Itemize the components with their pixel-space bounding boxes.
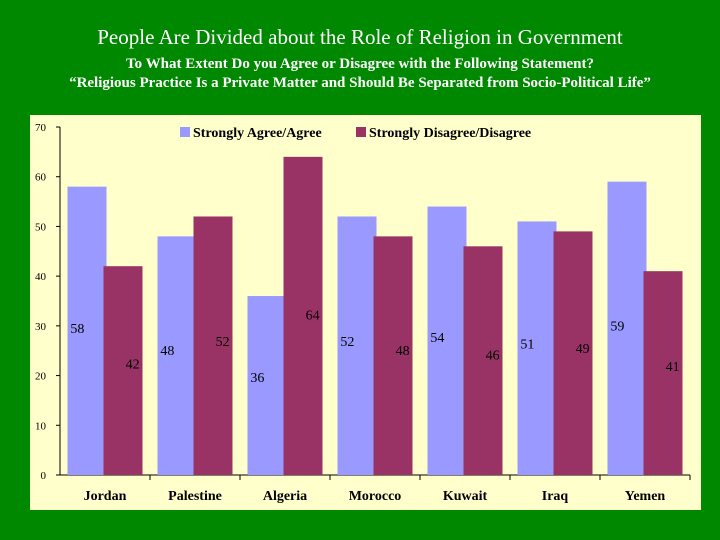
- y-tick-label: 70: [35, 122, 47, 134]
- y-tick-label: 50: [35, 221, 47, 233]
- x-category-label: Palestine: [168, 489, 222, 504]
- bar-agree-morocco: [337, 216, 377, 475]
- slide-title: People Are Divided about the Role of Rel…: [97, 25, 623, 49]
- data-label: 64: [306, 308, 320, 323]
- y-tick-label: 10: [35, 420, 47, 432]
- data-label: 59: [610, 320, 624, 335]
- legend-label-agree: Strongly Agree/Agree: [193, 126, 322, 141]
- data-label: 41: [666, 360, 680, 375]
- x-category-label: Jordan: [84, 489, 127, 504]
- data-label: 46: [486, 349, 500, 364]
- data-label: 49: [576, 342, 590, 357]
- legend-swatch-agree: [180, 127, 190, 137]
- data-label: 52: [340, 335, 354, 350]
- x-category-label: Iraq: [542, 489, 569, 504]
- y-tick-label: 60: [35, 172, 47, 184]
- y-tick-label: 20: [35, 371, 47, 383]
- y-tick-label: 30: [35, 321, 47, 333]
- x-category-label: Morocco: [349, 489, 402, 504]
- data-label: 58: [70, 322, 84, 337]
- data-label: 48: [396, 344, 410, 359]
- bar-disagree-yemen: [643, 271, 683, 475]
- chart-area: 0 10 20 30 40 50 60 70 Jordan Palestine Algeria Mor…: [30, 115, 701, 510]
- bar-disagree-iraq: [553, 231, 593, 475]
- bar-disagree-jordan: [103, 266, 143, 475]
- data-label: 42: [126, 358, 140, 373]
- bar-agree-jordan: [67, 186, 107, 475]
- x-category-label: Kuwait: [443, 489, 488, 504]
- data-label: 54: [430, 331, 444, 346]
- bar-disagree-palestine: [193, 216, 233, 475]
- data-label: 51: [520, 337, 534, 352]
- bar-agree-iraq: [517, 221, 557, 475]
- y-tick-label: 0: [41, 470, 47, 482]
- data-label: 48: [160, 344, 174, 359]
- x-category-label: Algeria: [263, 489, 307, 504]
- slide-subtitle-line2: “Religious Practice Is a Private Matter …: [69, 75, 651, 91]
- bar-agree-algeria: [247, 296, 287, 475]
- bar-agree-kuwait: [427, 206, 467, 475]
- legend-label-disagree: Strongly Disagree/Disagree: [369, 126, 531, 141]
- data-label: 36: [250, 371, 264, 386]
- bar-disagree-algeria: [283, 156, 323, 476]
- bar-disagree-morocco: [373, 236, 413, 475]
- data-label: 52: [216, 335, 230, 350]
- bar-disagree-kuwait: [463, 246, 503, 475]
- y-tick-label: 40: [35, 271, 47, 283]
- bar-agree-palestine: [157, 236, 197, 475]
- x-category-label: Yemen: [625, 489, 666, 504]
- legend-swatch-disagree: [356, 127, 366, 137]
- bar-agree-yemen: [607, 181, 647, 475]
- bar-chart: 0 10 20 30 40 50 60 70 Jordan Palestine Algeria Mor…: [35, 122, 691, 504]
- slide-subtitle-line1: To What Extent Do you Agree or Disagree …: [126, 56, 594, 72]
